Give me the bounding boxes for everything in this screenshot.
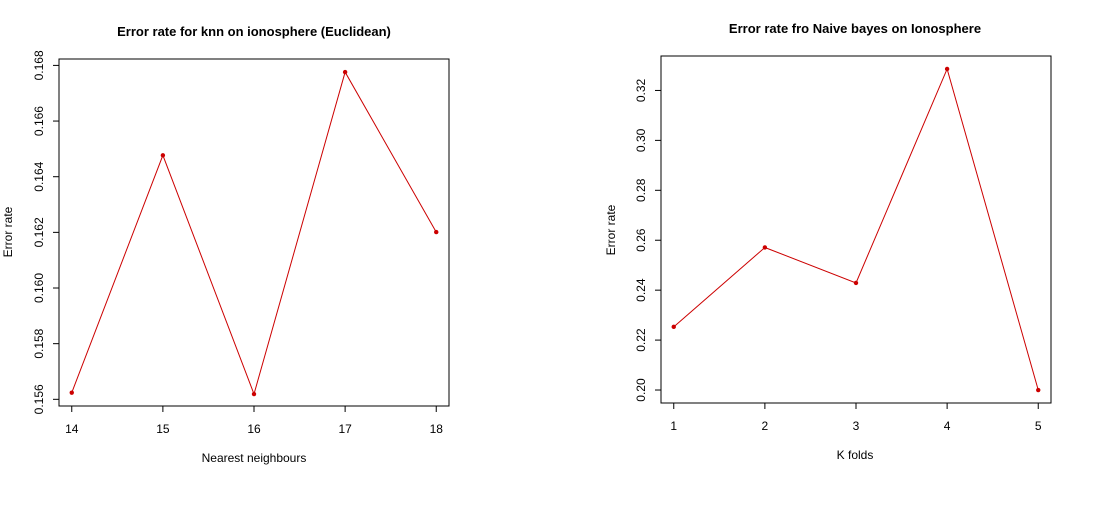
naive-bayes-error-chart: Error rate fro Naive bayes on Ionosphere…: [604, 21, 1052, 462]
y-tick-label: 0.26: [634, 228, 648, 252]
y-tick-label: 0.168: [32, 50, 46, 80]
x-tick-label: 14: [65, 422, 79, 436]
data-point: [944, 66, 950, 72]
y-tick-label: 0.162: [32, 217, 46, 247]
chart-title: Error rate fro Naive bayes on Ionosphere: [729, 21, 981, 36]
x-tick-label: 4: [944, 419, 951, 433]
chart-title: Error rate for knn on ionosphere (Euclid…: [117, 24, 391, 39]
data-point: [434, 229, 439, 235]
knn-error-chart: Error rate for knn on ionosphere (Euclid…: [1, 24, 450, 465]
y-tick-label: 0.20: [634, 378, 648, 402]
y-tick-label: 0.156: [32, 384, 46, 414]
y-axis-label: Error rate: [604, 204, 618, 255]
series-line: [71, 70, 437, 396]
y-tick-label: 0.164: [32, 161, 46, 191]
x-tick-label: 2: [762, 419, 769, 433]
y-tick-label: 0.24: [634, 278, 648, 302]
x-axis-label: K folds: [837, 448, 874, 462]
y-tick-label: 0.160: [32, 273, 46, 303]
x-axis-label: Nearest neighbours: [202, 451, 307, 465]
data-point: [1036, 387, 1041, 393]
x-tick-label: 16: [247, 422, 261, 436]
y-tick-label: 0.166: [32, 106, 46, 136]
x-tick-label: 3: [853, 419, 860, 433]
data-point: [251, 391, 257, 397]
x-tick-label: 1: [670, 419, 677, 433]
y-tick-label: 0.30: [634, 128, 648, 152]
data-point: [853, 280, 859, 286]
y-axis-label: Error rate: [1, 206, 15, 257]
x-tick-label: 5: [1035, 419, 1042, 433]
y-tick-label: 0.22: [634, 328, 648, 352]
data-point: [69, 390, 74, 395]
y-tick-label: 0.158: [32, 328, 46, 358]
plot-frame: [58, 58, 450, 407]
x-tick-label: 18: [430, 422, 444, 436]
data-point: [160, 153, 166, 158]
y-tick-label: 0.32: [634, 78, 648, 102]
y-tick-label: 0.28: [634, 178, 648, 202]
data-point: [671, 324, 676, 330]
x-tick-label: 17: [338, 422, 352, 436]
series-line: [673, 67, 1039, 391]
data-point: [762, 245, 768, 250]
data-point: [342, 69, 348, 75]
x-tick-label: 15: [156, 422, 170, 436]
